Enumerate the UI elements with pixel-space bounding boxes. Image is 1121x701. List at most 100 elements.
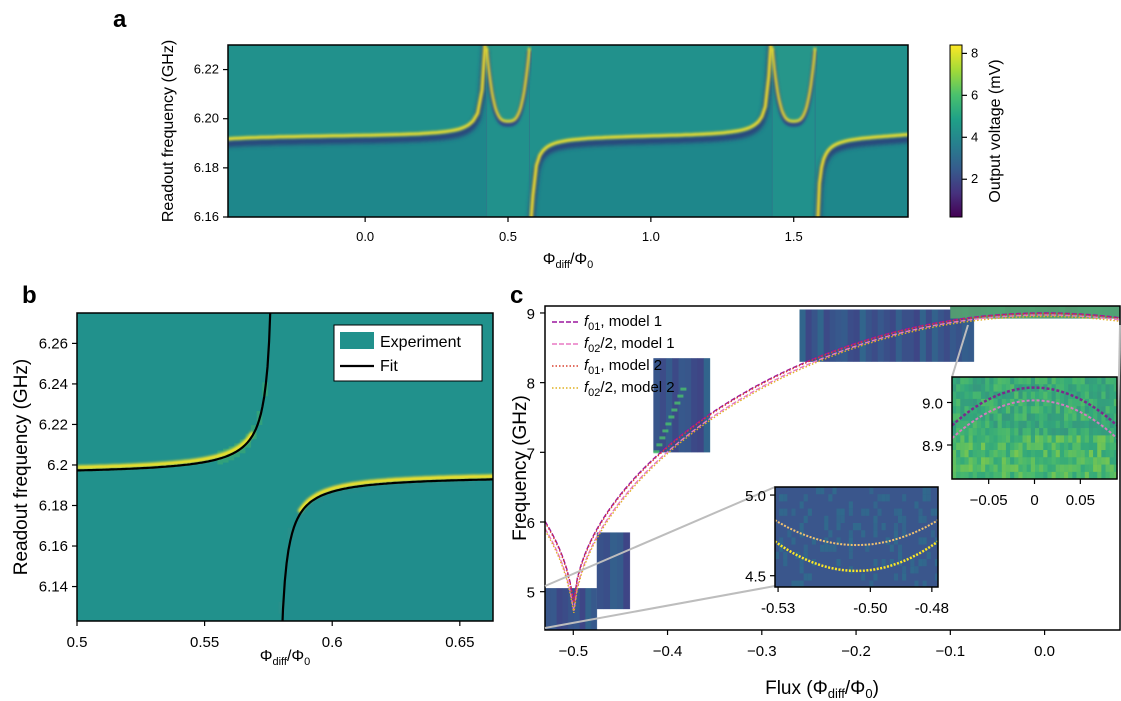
inset-high-cell (1018, 398, 1023, 407)
inset-high-cell (981, 457, 986, 465)
inset-high-cell (1047, 420, 1052, 429)
inset-high-cell (1072, 406, 1077, 414)
inset-high-cell (960, 398, 965, 407)
data-window-feature (671, 408, 678, 412)
inset-high-cell (989, 464, 994, 472)
inset-high-cell (981, 384, 986, 392)
inset-high-cell (1084, 450, 1089, 458)
inset-high-cell (1047, 398, 1052, 407)
legend-label-c: f01, model 2 (584, 357, 662, 377)
inset-high-cell (976, 457, 982, 465)
data-window-column (585, 588, 592, 630)
inset-high-cell (964, 471, 969, 479)
inset-high-cell (989, 413, 994, 421)
inset-high-cell (1084, 435, 1089, 443)
inset-high-cell (1026, 420, 1031, 429)
inset-high-cell (1051, 457, 1056, 465)
inset-high-cell (1035, 435, 1040, 443)
inset-high-cell (964, 413, 969, 421)
y-tick-label-c: 7 (527, 445, 535, 462)
inset-high-cell (1043, 384, 1048, 392)
y-tick-label-c: 6 (527, 515, 535, 532)
inset-high-cell (1005, 406, 1011, 414)
inset-high-cell (1010, 428, 1015, 436)
inset-high-cell (993, 471, 998, 479)
anticrossing-line-a (771, 47, 817, 123)
inset-high-cell (993, 457, 998, 465)
inset-high-cell (1113, 442, 1117, 450)
inset-high-cell (1109, 377, 1114, 385)
inset-high-cell (1005, 457, 1011, 465)
inset-high-cell (1101, 442, 1106, 450)
inset-high-cell (1055, 428, 1060, 436)
inset-low-cell (861, 508, 866, 516)
inset-high-cell (1076, 471, 1081, 479)
data-window-column (653, 358, 660, 453)
inset-high-cell (1068, 457, 1073, 465)
inset-high-cell (1001, 450, 1006, 458)
inset-high-cell (1018, 406, 1023, 414)
y-tick-label-b: 6.2 (47, 457, 68, 474)
inset-high-cell (1014, 406, 1019, 414)
inset-high-cell (985, 384, 990, 392)
inset-high-cell (968, 377, 973, 385)
inset-low-cell (775, 551, 780, 559)
inset-high-cell (1030, 398, 1035, 407)
inset-high-cell (1101, 471, 1106, 479)
inset-high-cell (1022, 457, 1027, 465)
inset-high-cell (1068, 442, 1073, 450)
inset-high-cell (1030, 413, 1035, 421)
inset-high-cell (972, 406, 977, 414)
inset-high-cell (1043, 464, 1048, 472)
inset-low-frame (774, 486, 939, 588)
model-curve (545, 312, 1120, 602)
inset-high-cell (1005, 420, 1011, 429)
inset-high-cell (1093, 450, 1098, 458)
inset-high-cell (1084, 428, 1089, 436)
inset-high-cell (1022, 450, 1027, 458)
inset-high-cell (1093, 377, 1098, 385)
dark-region-a (228, 45, 487, 217)
inset-high-cell (985, 428, 990, 436)
inset-low-cell (848, 501, 853, 509)
inset-high-cell (1097, 377, 1102, 385)
inset-high-cell (1039, 391, 1044, 399)
inset-high-cell (1047, 450, 1052, 458)
inset-low-cell (828, 544, 833, 552)
resonance-line-a (529, 45, 773, 217)
y-tick-label-b: 6.22 (39, 416, 68, 433)
inset-high-cell (1101, 420, 1106, 429)
inset-high-cell (1064, 471, 1069, 479)
inset-high-cell (1051, 435, 1056, 443)
inset-low-cell (898, 559, 903, 567)
inset-low-cell (803, 551, 808, 559)
inset-high-cell (976, 384, 982, 392)
inset-high-cell (1018, 442, 1023, 450)
inset-high-cell (985, 413, 990, 421)
inset-low-cell (889, 544, 894, 552)
inset-high-cell (1105, 442, 1110, 450)
inset-low-cell (893, 530, 898, 538)
inset-high-cell (1064, 413, 1069, 421)
inset-high-cell (1055, 435, 1060, 443)
colorbar-tick-label: 2 (971, 171, 978, 186)
inset-high-cell (1043, 457, 1048, 465)
data-window-column (573, 588, 580, 630)
inset-high-cell (1018, 435, 1023, 443)
y-tick-label-a: 6.20 (194, 111, 219, 126)
inset-high-cell (1084, 377, 1089, 385)
inset-low-cell (857, 523, 862, 531)
inset-low-cell (836, 559, 841, 567)
inset-high-cell (952, 435, 957, 443)
data-window-feature (680, 387, 687, 391)
inset-high-cell (1026, 428, 1031, 436)
inset-high-cell (976, 420, 982, 429)
inset-high-cell (1051, 377, 1056, 385)
inset-high-cell (1105, 464, 1110, 472)
x-tick-label-c: −0.1 (936, 643, 966, 660)
inset-low-cell (783, 508, 788, 516)
x-ticks-c: −0.5 −0.4 −0.3 −0.2 −0.1 0.0 (558, 630, 1055, 660)
inset-high-cell (1088, 377, 1094, 385)
inset-high-cell (976, 406, 982, 414)
